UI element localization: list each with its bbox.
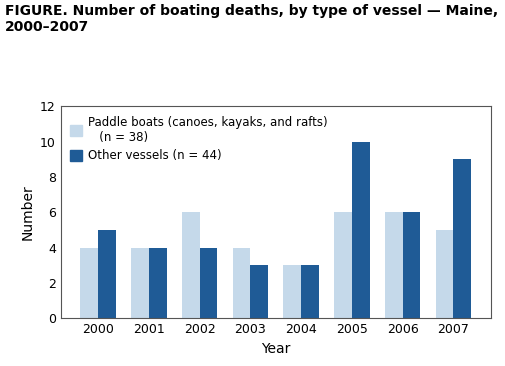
Text: FIGURE. Number of boating deaths, by type of vessel — Maine,
2000–2007: FIGURE. Number of boating deaths, by typ… (5, 4, 497, 34)
X-axis label: Year: Year (261, 342, 290, 356)
Legend: Paddle boats (canoes, kayaks, and rafts)
   (n = 38), Other vessels (n = 44): Paddle boats (canoes, kayaks, and rafts)… (67, 112, 330, 166)
Bar (250, 265, 268, 318)
Bar (232, 248, 250, 318)
Bar (435, 230, 452, 318)
Y-axis label: Number: Number (20, 184, 34, 240)
Bar (300, 265, 318, 318)
Bar (181, 212, 199, 318)
Bar (80, 248, 98, 318)
Bar (384, 212, 402, 318)
Bar (402, 212, 420, 318)
Bar (333, 212, 351, 318)
Bar (98, 230, 116, 318)
Bar (283, 265, 300, 318)
Bar (351, 142, 369, 318)
Bar (131, 248, 148, 318)
Bar (452, 159, 470, 318)
Bar (148, 248, 166, 318)
Bar (199, 248, 217, 318)
